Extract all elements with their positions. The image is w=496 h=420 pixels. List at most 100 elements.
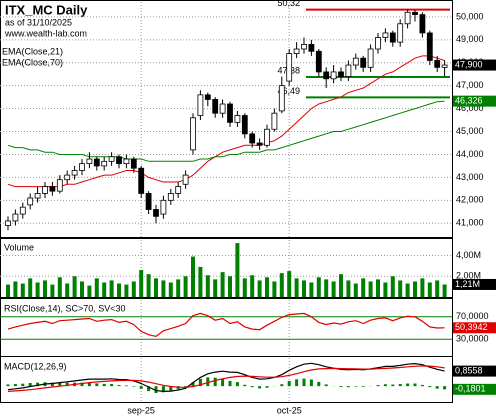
candle-body — [434, 60, 441, 68]
candle-body — [241, 115, 248, 135]
candle-body — [404, 11, 411, 25]
volume-bar — [324, 279, 329, 297]
value-label: 50,3942 — [455, 322, 488, 332]
candle-body — [256, 142, 263, 146]
candle-body — [234, 115, 241, 123]
volume-bar — [20, 283, 25, 297]
volume-bar — [228, 276, 232, 297]
candle-body — [338, 71, 344, 77]
histogram-bar — [221, 378, 225, 387]
candle-body — [271, 112, 278, 130]
volume-bar — [220, 272, 225, 297]
y-tick-label: 47,000 — [456, 80, 484, 90]
volume-bar — [50, 284, 55, 297]
histogram-bar — [169, 386, 173, 391]
volume-bar — [235, 243, 240, 297]
histogram-bar — [206, 377, 210, 387]
histogram-bar — [213, 377, 217, 387]
candle-body — [441, 64, 448, 68]
volume-bar — [287, 271, 292, 297]
y-tick-label: 4,00M — [456, 250, 481, 260]
volume-bar — [272, 281, 277, 297]
candle-body — [27, 197, 34, 206]
volume-bar — [198, 266, 203, 297]
candle-body — [167, 193, 174, 201]
y-tick-label: 70,0000 — [456, 311, 489, 321]
histogram-bar — [376, 385, 380, 387]
volume-bar — [183, 276, 188, 297]
value-label: 0,8558 — [455, 365, 483, 375]
candle-body — [79, 163, 85, 171]
volume-bar — [435, 280, 440, 297]
candle-body — [71, 170, 78, 176]
histogram-bar — [428, 386, 432, 388]
candle-body — [175, 186, 182, 194]
histogram-bar — [65, 382, 69, 387]
y-tick-label: 30,0000 — [456, 334, 489, 344]
histogram-bar — [132, 386, 136, 387]
candle-body — [130, 158, 137, 169]
candle-body — [426, 32, 433, 61]
volume-bar — [124, 284, 129, 297]
candle-body — [116, 156, 122, 165]
candle-body — [49, 186, 56, 192]
volume-bar — [302, 280, 306, 297]
volume-bar — [368, 281, 373, 297]
candle-body — [360, 57, 367, 68]
histogram-bar — [21, 383, 25, 387]
candle-body — [5, 220, 11, 226]
candle-body — [308, 44, 315, 52]
volume-bar — [102, 282, 107, 297]
histogram-bar — [413, 383, 417, 387]
volume-bar — [161, 280, 166, 297]
value-label: -0,1801 — [455, 384, 486, 394]
y-tick-label: 42,000 — [456, 195, 484, 205]
histogram-bar — [124, 385, 128, 387]
candle-body — [56, 179, 63, 192]
source: www.wealth-lab.com — [4, 28, 87, 38]
histogram-bar — [258, 386, 262, 389]
candle-body — [419, 14, 426, 34]
histogram-bar — [228, 380, 232, 387]
volume-bar — [331, 281, 336, 297]
histogram-bar — [184, 386, 188, 388]
volume-bar — [390, 276, 395, 297]
candle-body — [323, 71, 330, 80]
volume-bar — [109, 280, 114, 297]
histogram-bar — [154, 386, 158, 394]
y-tick-label: 46,000 — [456, 103, 484, 113]
histogram-bar — [406, 383, 410, 387]
candle-body — [375, 37, 381, 50]
histogram-bar — [36, 382, 40, 387]
candle-body — [101, 160, 108, 167]
histogram-bar — [443, 386, 447, 390]
candle-body — [345, 64, 352, 77]
volume-bar — [279, 273, 284, 297]
histogram-bar — [435, 386, 439, 389]
panel-title: RSI(Close,14), SC>70, SV<30 — [4, 303, 126, 313]
histogram-bar — [250, 386, 254, 388]
volume-bar — [154, 278, 158, 297]
y-tick-label: 41,000 — [456, 218, 484, 228]
histogram-bar — [324, 384, 328, 387]
candle-body — [86, 158, 93, 165]
volume-bar — [213, 279, 218, 297]
histogram-bar — [287, 381, 291, 387]
value-box — [453, 59, 496, 71]
histogram-bar — [139, 386, 143, 389]
candle-body — [64, 174, 71, 181]
indicator-line — [7, 312, 445, 338]
histogram-bar — [50, 382, 54, 387]
y-tick-label: 50,000 — [456, 11, 484, 21]
candle-body — [34, 193, 41, 199]
histogram-bar — [6, 384, 10, 387]
histogram-bar — [95, 383, 99, 387]
candle-body — [301, 44, 307, 50]
volume-bar — [316, 277, 321, 297]
volume-bar — [6, 284, 10, 297]
candle-body — [190, 117, 196, 151]
candle-body — [204, 94, 211, 100]
volume-bar — [80, 281, 84, 297]
volume-bar — [57, 277, 62, 297]
